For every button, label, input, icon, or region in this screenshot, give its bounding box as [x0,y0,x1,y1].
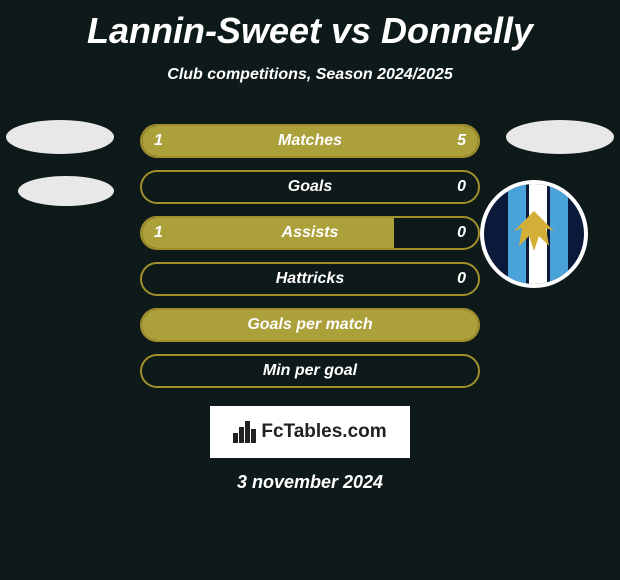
eagle-icon [504,206,564,256]
avatar-placeholder-shape [18,176,114,206]
stat-row: Min per goal [140,354,480,388]
comparison-date: 3 november 2024 [0,472,620,493]
avatar-placeholder-shape [506,120,614,154]
fctables-text: FcTables.com [261,421,386,443]
stat-value-right: 0 [457,224,466,242]
stat-row: Matches1 5 [140,124,480,158]
stat-value-left: 1 [154,224,163,242]
stat-value-right: 5 [457,132,466,150]
player-left-avatar [6,120,114,206]
stats-container: Matches15Goals0Assists10Hattricks0Goals … [140,124,480,388]
stat-label: Goals [142,178,478,196]
stat-row: Goals per match [140,308,480,342]
comparison-title: Lannin-Sweet vs Donnelly [0,0,620,52]
stat-row: Hattricks0 [140,262,480,296]
stat-value-right: 0 [457,270,466,288]
stat-label: Matches [142,132,478,150]
stat-value-right: 0 [457,178,466,196]
stat-label: Assists [142,224,478,242]
comparison-subtitle: Club competitions, Season 2024/2025 [0,66,620,84]
avatar-placeholder-shape [6,120,114,154]
stat-value-left: 1 [154,132,163,150]
stat-label: Hattricks [142,270,478,288]
stat-row: Assists1 0 [140,216,480,250]
fctables-badge: FcTables.com [210,406,410,458]
club-crest [480,180,588,288]
stat-label: Goals per match [142,316,478,334]
player-right-avatar [506,120,614,154]
stat-row: Goals0 [140,170,480,204]
bars-icon [233,421,257,443]
stat-label: Min per goal [142,362,478,380]
